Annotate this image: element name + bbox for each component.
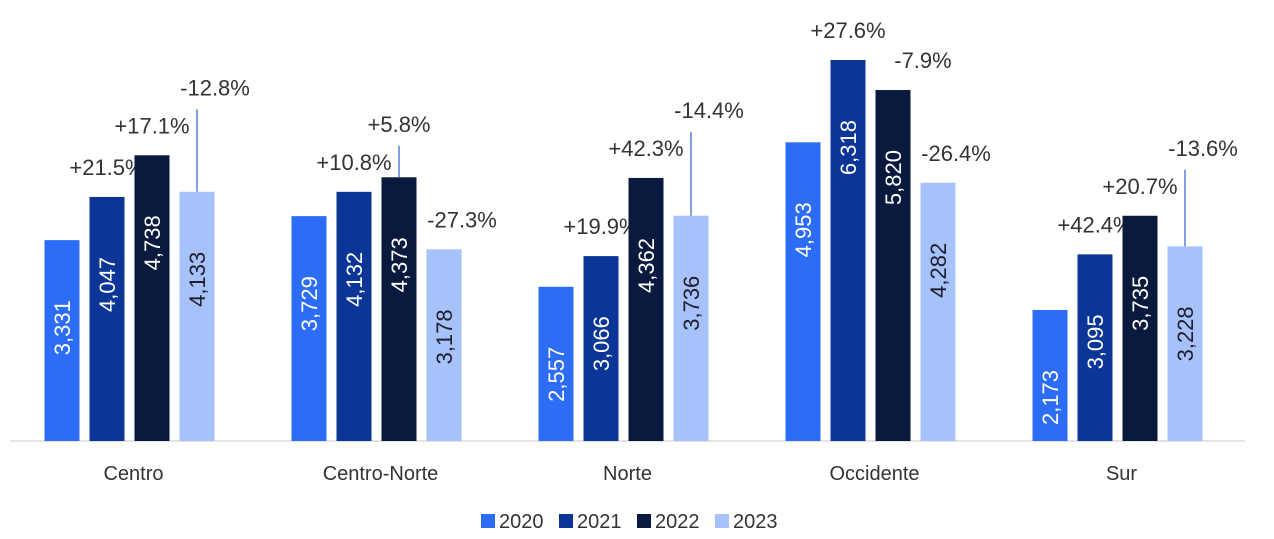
value-label: 4,282 bbox=[926, 243, 951, 298]
value-label: 4,362 bbox=[634, 238, 659, 293]
legend-swatch bbox=[481, 514, 495, 528]
change-label: -12.8% bbox=[180, 75, 250, 100]
bar bbox=[875, 90, 911, 441]
x-tick-label: Norte bbox=[603, 463, 652, 485]
bar bbox=[785, 142, 821, 441]
bar bbox=[44, 240, 80, 441]
x-tick-label: Occidente bbox=[829, 463, 919, 485]
value-label: 4,132 bbox=[342, 252, 367, 307]
bar bbox=[291, 216, 327, 441]
bar bbox=[1122, 215, 1158, 441]
change-label: +42.3% bbox=[608, 136, 683, 161]
value-label: 3,066 bbox=[589, 316, 614, 371]
x-tick-label: Centro bbox=[103, 463, 163, 485]
bar bbox=[920, 182, 956, 441]
change-label: -13.6% bbox=[1168, 136, 1238, 161]
change-label: +17.1% bbox=[114, 113, 189, 138]
value-label: 3,331 bbox=[50, 300, 75, 355]
value-label: 2,557 bbox=[544, 347, 569, 402]
value-label: 3,729 bbox=[297, 276, 322, 331]
legend-swatch bbox=[559, 514, 573, 528]
bar bbox=[628, 177, 664, 442]
change-label: -27.3% bbox=[427, 207, 497, 232]
value-label: 4,738 bbox=[140, 215, 165, 270]
value-label: 4,953 bbox=[791, 202, 816, 257]
legend-swatch bbox=[715, 514, 729, 528]
bar bbox=[583, 256, 619, 441]
legend-label: 2021 bbox=[577, 511, 622, 533]
legend-label: 2023 bbox=[733, 511, 778, 533]
change-label: +27.6% bbox=[810, 18, 885, 43]
change-label: +20.7% bbox=[1102, 174, 1177, 199]
value-label: 5,820 bbox=[881, 150, 906, 205]
legend-label: 2022 bbox=[655, 511, 700, 533]
change-label: +10.8% bbox=[316, 150, 391, 175]
bar bbox=[830, 60, 866, 441]
value-label: 6,318 bbox=[836, 120, 861, 175]
bar bbox=[134, 155, 170, 441]
bar bbox=[89, 196, 125, 441]
bar bbox=[673, 215, 709, 441]
change-label: +5.8% bbox=[368, 112, 431, 137]
x-tick-label: Centro-Norte bbox=[323, 463, 439, 485]
bar bbox=[179, 191, 215, 441]
value-label: 4,133 bbox=[185, 252, 210, 307]
value-label: 3,736 bbox=[679, 276, 704, 331]
change-label: +21.5% bbox=[69, 155, 144, 180]
value-label: 4,047 bbox=[95, 257, 120, 312]
change-label: +42.4% bbox=[1057, 212, 1132, 237]
x-tick-label: Sur bbox=[1106, 463, 1137, 485]
bar bbox=[1167, 246, 1203, 441]
value-label: 2,173 bbox=[1038, 370, 1063, 425]
bar bbox=[1077, 254, 1113, 441]
legend-label: 2020 bbox=[499, 511, 544, 533]
change-label: -14.4% bbox=[674, 98, 744, 123]
bar bbox=[1032, 309, 1068, 441]
value-label: 3,095 bbox=[1083, 314, 1108, 369]
change-label: -26.4% bbox=[921, 141, 991, 166]
legend-swatch bbox=[637, 514, 651, 528]
bar bbox=[426, 249, 462, 441]
change-label: +19.9% bbox=[563, 214, 638, 239]
value-label: 3,178 bbox=[432, 309, 457, 364]
value-label: 4,373 bbox=[387, 237, 412, 292]
value-label: 3,228 bbox=[1173, 306, 1198, 361]
bar bbox=[538, 286, 574, 441]
change-label: -7.9% bbox=[894, 48, 951, 73]
bar bbox=[381, 177, 417, 441]
bar bbox=[336, 191, 372, 441]
legend: 2020 2021 2022 2023 bbox=[481, 511, 778, 533]
value-label: 3,735 bbox=[1128, 276, 1153, 331]
